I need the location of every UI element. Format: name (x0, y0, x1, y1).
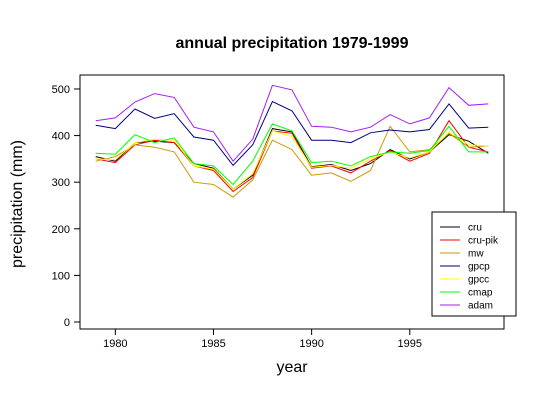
y-tick-label: 500 (52, 84, 70, 96)
y-tick-label: 200 (52, 224, 70, 236)
legend-label-gpcp: gpcp (468, 262, 490, 273)
x-tick-label: 1985 (201, 338, 225, 350)
y-tick-label: 400 (52, 131, 70, 143)
legend-label-cru: cru (468, 223, 482, 234)
plot-frame (79, 74, 505, 330)
legend-label-cru-pik: cru-pik (468, 236, 499, 247)
x-axis: 1980 1985 1990 1995 (103, 329, 422, 350)
series-line-mw (95, 125, 489, 198)
x-tick-label: 1980 (103, 338, 127, 350)
x-axis-label: year (276, 359, 308, 376)
x-tick-label: 1990 (299, 338, 323, 350)
y-axis-label: precipitation (mm) (9, 140, 26, 268)
legend-label-adam: adam (468, 301, 493, 312)
series-line-cmap (95, 123, 489, 186)
legend-label-cmap: cmap (468, 288, 493, 299)
y-axis: 0 100 200 300 400 500 (52, 84, 80, 329)
legend-label-mw: mw (468, 249, 484, 260)
x-tick-label: 1995 (398, 338, 422, 350)
series-line-gpcc (95, 130, 489, 190)
legend-box (431, 211, 517, 317)
chart-title: annual precipitation 1979-1999 (176, 35, 409, 52)
y-tick-label: 100 (52, 270, 70, 282)
series-line-gpcp (95, 100, 489, 167)
series-group (95, 84, 489, 198)
y-tick-label: 0 (64, 317, 70, 329)
series-line-adam (95, 84, 489, 163)
legend: cru cru-pik mw gpcp gpcc cmap adam (431, 211, 517, 317)
y-tick-label: 300 (52, 177, 70, 189)
series-line-cru (95, 128, 489, 190)
legend-label-gpcc: gpcc (468, 275, 489, 286)
